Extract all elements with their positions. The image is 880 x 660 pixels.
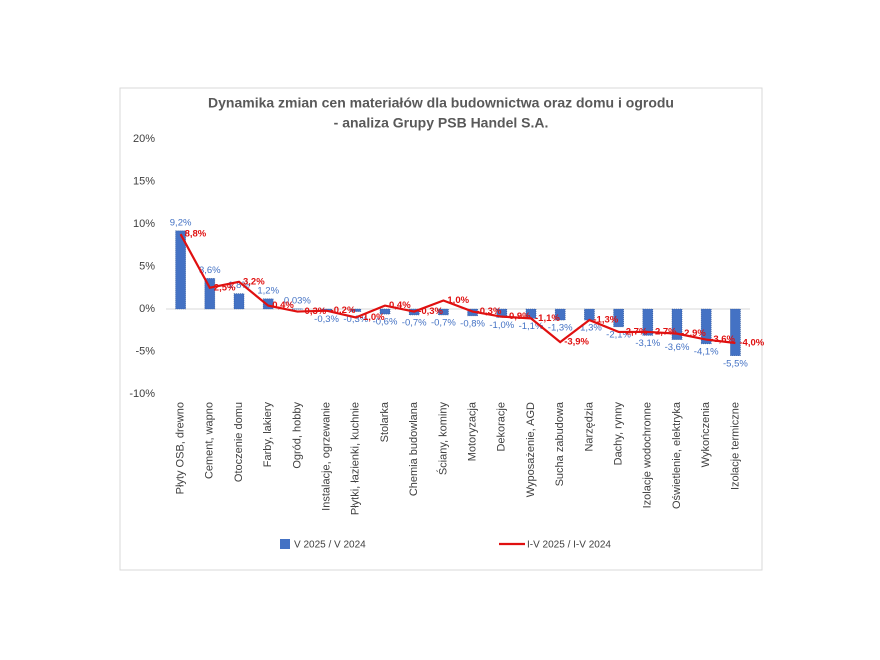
bar-label: 1,8% <box>228 280 250 291</box>
x-tick-label: Wykończenia <box>700 401 712 467</box>
bar <box>554 308 566 321</box>
line-label: 2,5% <box>214 282 236 293</box>
bar <box>671 308 683 340</box>
bar <box>175 230 186 310</box>
x-tick-label: Izolacje wodochronne <box>642 402 654 508</box>
bar-label: -0,8% <box>460 318 485 329</box>
line-label: -2,7% <box>652 326 677 337</box>
x-tick-label: Stolarka <box>379 401 391 442</box>
y-tick-label: -10% <box>129 388 155 400</box>
bar-label: -2,1% <box>606 329 631 340</box>
x-tick-label: Płytki, łazienki, kuchnie <box>350 402 362 515</box>
chart-title: - analiza Grupy PSB Handel S.A. <box>334 115 549 131</box>
bar <box>379 308 391 315</box>
bar <box>204 278 216 310</box>
bar-label: 3,6% <box>199 265 221 276</box>
legend-label: I-V 2025 / I-V 2024 <box>527 540 611 551</box>
y-tick-label: -5% <box>135 345 155 357</box>
bar-label: -0,7% <box>431 317 456 328</box>
line-label: -4,0% <box>739 338 764 349</box>
x-tick-label: Dekoracje <box>496 402 508 452</box>
bar-label: -0,7% <box>402 317 427 328</box>
legend-swatch <box>280 539 290 549</box>
x-tick-label: Motoryzacja <box>467 401 479 461</box>
bar <box>233 293 245 310</box>
legend-label: V 2025 / V 2024 <box>294 540 366 551</box>
bar <box>262 298 274 310</box>
bar <box>350 308 362 312</box>
chart-frame <box>119 87 763 571</box>
x-tick-label: Farby, lakiery <box>262 402 274 468</box>
x-tick-label: Wyposażenie, AGD <box>525 402 537 497</box>
bar <box>700 308 712 345</box>
line-label: -0,3% <box>418 306 443 317</box>
bar <box>496 308 508 318</box>
line-label: -0,2% <box>331 305 356 316</box>
line-label: -3,9% <box>564 337 589 348</box>
bar-label: -1,1% <box>519 321 544 332</box>
x-tick-label: Dachy, rynny <box>613 402 625 466</box>
line-label: 3,2% <box>243 276 265 287</box>
y-tick-label: 5% <box>139 260 155 272</box>
bar-label: -3,1% <box>635 338 660 349</box>
x-tick-label: Otoczenie domu <box>233 402 245 482</box>
bar-label: -0,3% <box>314 314 339 325</box>
line-label: 0,4% <box>389 300 411 311</box>
x-tick-label: Ogród, hobby <box>291 402 303 469</box>
x-tick-label: Chemia budowlana <box>408 401 420 496</box>
bar-label: -1,0% <box>489 320 514 331</box>
line <box>179 233 736 345</box>
bar-label: 1,2% <box>257 285 279 296</box>
line-label: 0,4% <box>272 300 294 311</box>
x-tick-label: Ściany, kominy <box>436 402 449 476</box>
line-label: -1,1% <box>535 313 560 324</box>
x-tick-label: Izolacje termiczne <box>729 402 741 490</box>
bar-label: 9,2% <box>170 217 192 228</box>
bar-label: -0,3% <box>343 314 368 325</box>
bar-label: -4,1% <box>694 346 719 357</box>
line-label: -1,0% <box>360 312 385 323</box>
x-tick-label: Płyty OSB, drewno <box>175 402 187 494</box>
line-label: -2,9% <box>681 328 706 339</box>
bar-label: -1,3% <box>548 323 573 334</box>
line-label: 1,0% <box>447 295 469 306</box>
bar-label: 0,03% <box>284 295 311 306</box>
bar-label: -3,6% <box>665 342 690 353</box>
line-label: -3,6% <box>710 334 735 345</box>
bar <box>730 308 741 357</box>
x-tick-label: Instalacje, ogrzewanie <box>321 402 333 511</box>
line-label: 8,8% <box>185 229 207 240</box>
x-tick-label: Narzędzia <box>583 401 595 451</box>
y-tick-label: 0% <box>139 303 155 315</box>
bar <box>613 308 624 328</box>
chart-title: Dynamika zmian cen materiałów dla budown… <box>208 95 674 111</box>
bar-label: -5,5% <box>723 358 748 369</box>
bar <box>292 308 303 310</box>
bar-label: -1,3% <box>577 323 602 334</box>
y-tick-label: 15% <box>133 175 155 187</box>
x-tick-label: Oświetlenie, elektryka <box>671 401 683 509</box>
line-label: -0,9% <box>506 311 531 322</box>
line-label: -0,3% <box>301 306 326 317</box>
y-tick-label: 10% <box>133 218 155 230</box>
bar <box>642 308 654 336</box>
line-label: -1,3% <box>593 315 618 326</box>
line-label: -2,7% <box>623 326 648 337</box>
x-tick-label: Sucha zabudowa <box>554 401 566 486</box>
x-tick-label: Cement, wapno <box>204 402 216 479</box>
bar <box>438 308 449 316</box>
y-tick-label: 20% <box>133 133 155 145</box>
line-label: -0,3% <box>477 306 502 317</box>
bar-label: -0,6% <box>373 317 398 328</box>
